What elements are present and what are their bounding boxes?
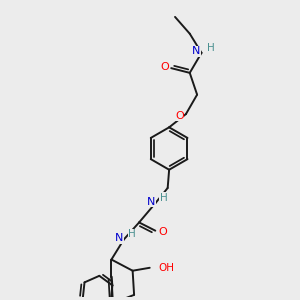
Text: OH: OH bbox=[158, 263, 174, 273]
Text: H: H bbox=[207, 43, 215, 52]
Text: O: O bbox=[175, 110, 184, 121]
Text: O: O bbox=[158, 227, 167, 237]
Text: N: N bbox=[192, 46, 200, 56]
Text: O: O bbox=[160, 62, 169, 72]
Text: H: H bbox=[160, 193, 167, 203]
Text: H: H bbox=[128, 229, 136, 239]
Text: N: N bbox=[115, 233, 124, 243]
Text: N: N bbox=[147, 197, 155, 207]
